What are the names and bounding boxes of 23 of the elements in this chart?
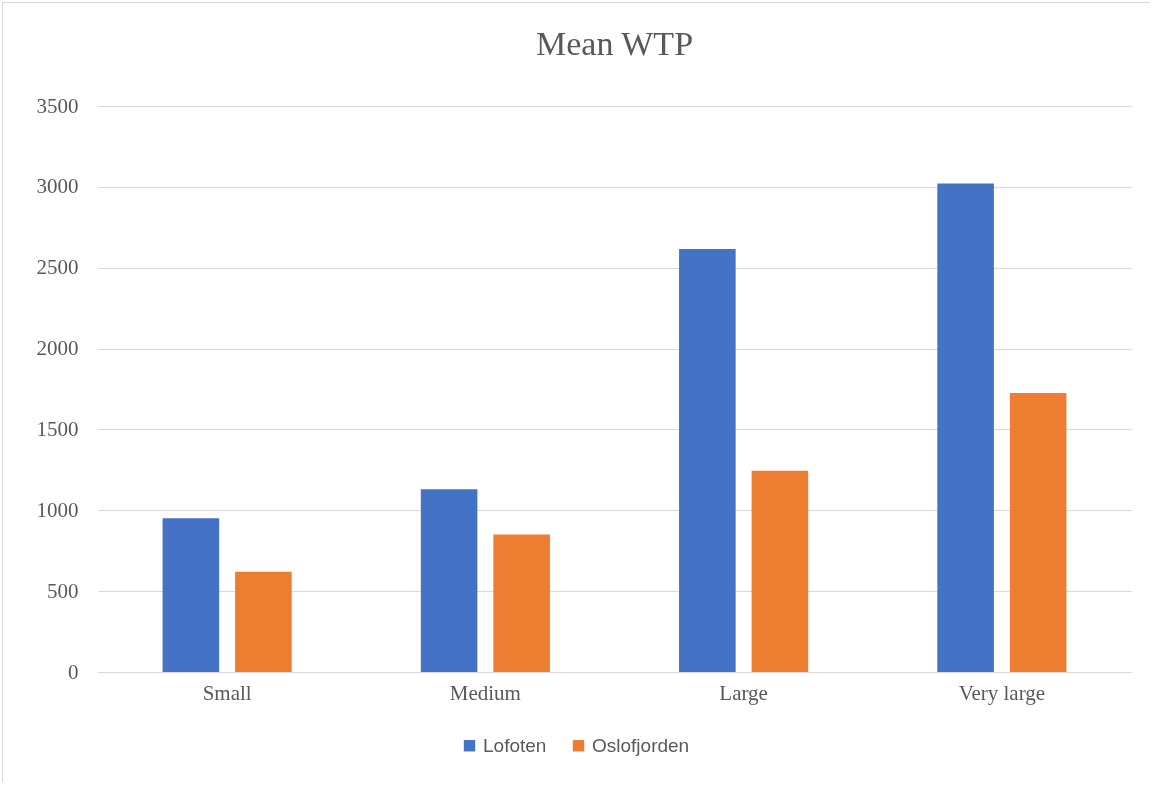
bar bbox=[162, 518, 220, 672]
y-tick-label: 1500 bbox=[36, 416, 79, 441]
x-tick-label: Medium bbox=[449, 680, 521, 705]
y-tick-label: 3000 bbox=[36, 174, 79, 199]
legend-label: Lofoten bbox=[483, 734, 547, 756]
legend-label: Oslofjorden bbox=[592, 734, 690, 756]
x-tick-label: Large bbox=[719, 680, 768, 705]
bar bbox=[937, 183, 994, 672]
bar bbox=[420, 489, 478, 672]
y-tick-label: 500 bbox=[47, 578, 79, 603]
y-tick-label: 1000 bbox=[36, 497, 79, 522]
chart-title: Mean WTP bbox=[535, 25, 694, 62]
x-tick-label: Very large bbox=[958, 680, 1046, 705]
y-tick-label: 2000 bbox=[36, 336, 79, 361]
bar bbox=[1009, 393, 1067, 672]
bar bbox=[235, 571, 292, 672]
bar bbox=[679, 249, 736, 672]
y-tick-label: 3500 bbox=[36, 93, 79, 118]
bar bbox=[493, 534, 550, 672]
bar bbox=[751, 470, 809, 672]
y-tick-label: 2500 bbox=[36, 255, 79, 280]
x-tick-label: Small bbox=[202, 680, 252, 705]
y-tick-label: 0 bbox=[68, 659, 79, 684]
